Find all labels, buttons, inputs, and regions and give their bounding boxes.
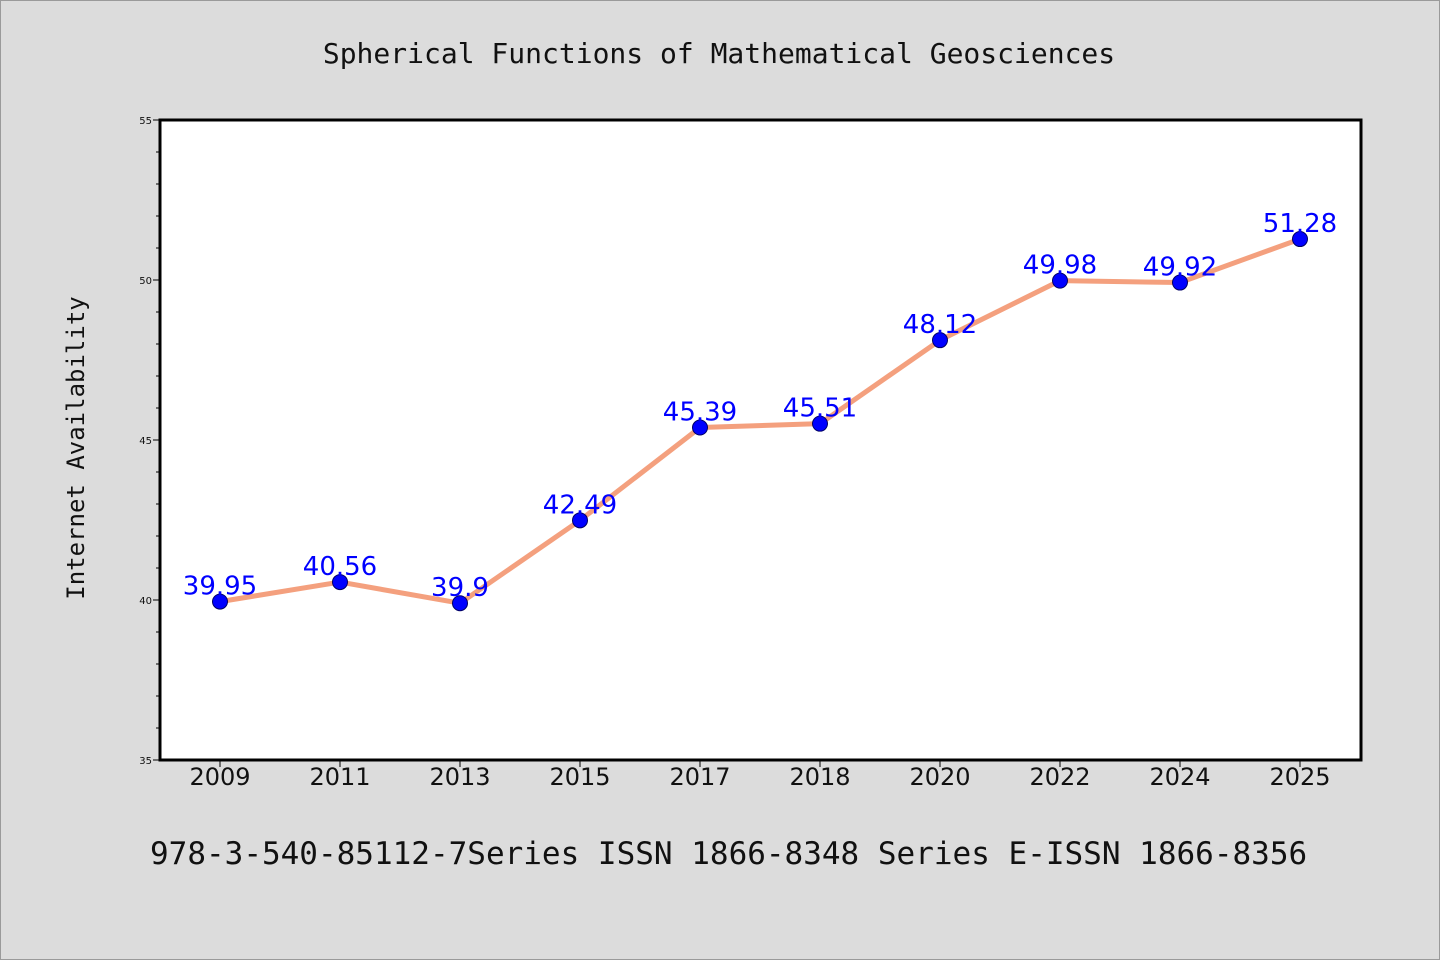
y-axis: 35 40 45 50 55 xyxy=(139,116,160,767)
y-tick-label: 55 xyxy=(139,116,152,127)
marker-layer xyxy=(212,231,1308,612)
x-axis: 2009 2011 2013 2015 2017 2018 2020 2022 2024 2025 xyxy=(189,760,1331,791)
data-label: 45.39 xyxy=(663,398,737,428)
data-point xyxy=(452,595,468,612)
series-line xyxy=(217,236,1303,606)
plot-area xyxy=(158,118,1363,762)
data-point xyxy=(812,415,828,432)
x-tick-label: 2013 xyxy=(429,763,490,791)
data-label: 51.28 xyxy=(1263,209,1337,239)
data-point xyxy=(332,574,348,591)
data-point xyxy=(1172,274,1188,291)
data-label: 39.95 xyxy=(183,572,257,602)
data-label: 45.51 xyxy=(783,394,857,424)
y-tick-label: 50 xyxy=(139,276,152,287)
x-tick-label: 2015 xyxy=(549,763,610,791)
y-axis-label: Internet Availability xyxy=(62,296,90,599)
data-label: 40.56 xyxy=(303,552,377,582)
y-tick-label: 35 xyxy=(139,756,152,767)
data-point xyxy=(1052,272,1068,289)
data-point xyxy=(212,593,228,610)
data-point xyxy=(572,512,588,529)
data-point xyxy=(1292,231,1308,248)
y-tick-label: 45 xyxy=(139,436,152,447)
x-tick-label: 2020 xyxy=(909,763,970,791)
data-label: 48.12 xyxy=(903,310,977,340)
x-tick-label: 2025 xyxy=(1269,763,1330,791)
x-tick-label: 2009 xyxy=(189,763,250,791)
x-tick-label: 2017 xyxy=(669,763,730,791)
chart-title: Spherical Functions of Mathematical Geos… xyxy=(323,37,1115,70)
data-label: 39.9 xyxy=(431,573,489,603)
footer-isbn-issn: 978-3-540-85112-7Series ISSN 1866-8348 S… xyxy=(150,836,1307,872)
data-label: 42.49 xyxy=(543,490,617,520)
data-point xyxy=(932,332,948,349)
data-point xyxy=(692,419,708,436)
x-tick-label: 2018 xyxy=(789,763,850,791)
data-label-layer: 39.95 40.56 39.9 42.49 45.39 45.51 48.12 49.98 4… xyxy=(183,209,1337,603)
data-label: 49.92 xyxy=(1143,253,1217,283)
x-tick-label: 2022 xyxy=(1029,763,1090,791)
series-layer xyxy=(217,236,1303,606)
x-tick-label: 2024 xyxy=(1149,763,1210,791)
x-tick-label: 2011 xyxy=(309,763,370,791)
data-label: 49.98 xyxy=(1023,251,1097,281)
y-tick-label: 40 xyxy=(139,596,152,607)
